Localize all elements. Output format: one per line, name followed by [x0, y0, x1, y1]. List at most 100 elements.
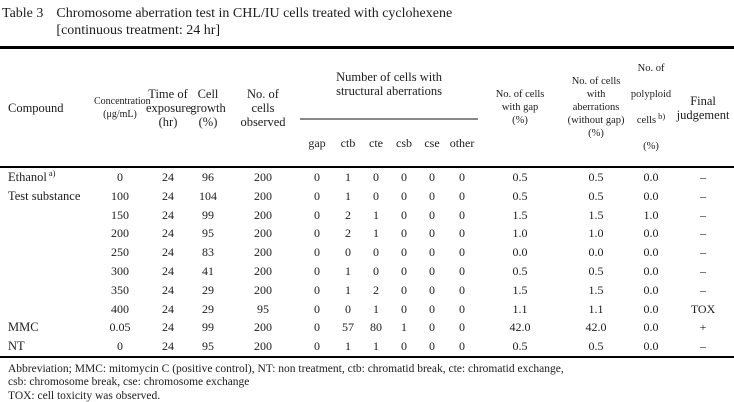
- cell-judgement: –: [700, 282, 707, 297]
- cell-gap-pct: 0.5: [512, 170, 528, 184]
- cell-aberr-pct: 0.5: [588, 170, 604, 184]
- cell-observed: 200: [254, 170, 272, 184]
- cell-compound: [0, 300, 94, 319]
- cell-judgement: –: [700, 188, 707, 203]
- cell-cse: 0: [429, 188, 435, 203]
- cell-gap-pct: 1.0: [512, 226, 528, 241]
- table-row: 150 24 99 200 0 2 1 0 0 0 1.5 1.5 1.0 –: [0, 206, 734, 225]
- cell-time: 24: [162, 282, 174, 297]
- cell-gap-pct: 0.0: [512, 245, 528, 260]
- cell-cte: 1: [373, 207, 379, 222]
- cell-aberr-pct: 0.5: [588, 188, 604, 203]
- cell-compound: Test substance: [8, 188, 81, 203]
- cell-compound: MMC: [8, 320, 39, 335]
- cell-concentration: 0: [117, 170, 123, 184]
- cell-concentration: 0: [117, 339, 123, 354]
- table-row: MMC 0.05 24 99 200 0 57 80 1 0 0 42.0 42.0 0.0 +: [0, 318, 734, 337]
- cell-csb: 0: [401, 339, 407, 354]
- cell-observed: 200: [254, 188, 272, 203]
- cell-observed: 200: [254, 263, 272, 278]
- col-header-polyploid-cells: No. of polyploid cells b) (%): [630, 47, 673, 168]
- cell-aberr-pct: 0.5: [588, 339, 604, 354]
- polyploid-header-line4: (%): [643, 141, 659, 152]
- cell-cse: 0: [429, 339, 435, 354]
- cell-cte: 0: [373, 263, 379, 278]
- cell-gap: 0: [314, 282, 320, 297]
- table-body: Ethanol a) 0 24 96 200 0 1 0 0 0 0 0.5 0.5 0.0– Test su…: [0, 167, 734, 357]
- cell-gap-pct: 1.5: [512, 207, 528, 222]
- footnote-tox: TOX: cell toxicity was observed.: [8, 389, 161, 402]
- cell-growth: 95: [202, 339, 214, 354]
- cell-csb: 1: [401, 320, 407, 335]
- cell-ctb: 1: [345, 282, 351, 297]
- cell-csb: 0: [401, 188, 407, 203]
- cell-aberr-pct: 1.5: [588, 207, 604, 222]
- footnote-marker-b: b): [658, 110, 666, 121]
- cell-time: 24: [162, 170, 174, 184]
- cell-csb: 0: [401, 226, 407, 241]
- cell-time: 24: [162, 245, 174, 260]
- cell-judgement: –: [700, 263, 707, 278]
- cell-ctb: 1: [345, 170, 351, 184]
- cell-growth: 104: [199, 188, 217, 203]
- cell-other: 0: [459, 188, 466, 203]
- cell-polyploid-pct: 0.0: [643, 282, 659, 297]
- cell-judgement: –: [700, 207, 707, 222]
- cell-ctb: 0: [345, 245, 351, 260]
- table-title-text: Chromosome aberration test in CHL/IU cel…: [56, 5, 452, 39]
- cell-observed: 200: [254, 226, 272, 241]
- col-group-structural-aberrations: Number of cells with structural aberrati…: [300, 47, 479, 121]
- cell-judgement: TOX: [690, 301, 716, 316]
- cell-time: 24: [162, 339, 174, 354]
- col-header-other: other: [446, 119, 479, 168]
- cell-ctb: 1: [345, 339, 351, 354]
- cell-concentration: 150: [111, 207, 129, 222]
- cell-compound: NT: [8, 339, 25, 354]
- cell-csb: 0: [401, 207, 407, 222]
- cell-cse: 0: [429, 170, 435, 184]
- table-row: 200 24 95 200 0 2 1 0 0 0 1.0 1.0 0.0 –: [0, 224, 734, 243]
- cell-gap-pct: 0.5: [512, 263, 528, 278]
- table-row: 300 24 41 200 0 1 0 0 0 0 0.5 0.5 0.0 –: [0, 262, 734, 281]
- cell-ctb: 0: [345, 301, 351, 316]
- cell-growth: 83: [202, 245, 214, 260]
- cell-polyploid-pct: 1.0: [643, 207, 659, 222]
- cell-cte: 0: [373, 245, 379, 260]
- cell-cte: 1: [373, 339, 379, 354]
- cell-gap: 0: [314, 207, 320, 222]
- cell-growth: 29: [202, 282, 214, 297]
- cell-other: 0: [459, 207, 466, 222]
- cell-polyploid-pct: 0.0: [643, 226, 659, 241]
- cell-gap-pct: 0.5: [512, 188, 528, 203]
- table-row: Ethanol a) 0 24 96 200 0 1 0 0 0 0 0.5 0.5 0.0 –: [0, 167, 734, 187]
- col-header-cells-observed: No. of cells observed: [226, 47, 300, 168]
- title-line-1: Chromosome aberration test in CHL/IU cel…: [56, 6, 453, 21]
- header-row-1: Compound Concentration (μg/mL) Time of e…: [0, 47, 734, 168]
- header-row-2: gap ctb cte csb cse other: [0, 119, 734, 168]
- cell-polyploid-pct: 0.0: [643, 245, 659, 260]
- cell-compound: [0, 224, 94, 243]
- footnote-marker-a: a): [48, 167, 56, 178]
- cell-gap-pct: 1.1: [512, 301, 528, 316]
- cell-concentration: 0.05: [109, 320, 131, 335]
- col-header-ctb: ctb: [334, 119, 362, 168]
- polyploid-header-line2: polyploid: [630, 89, 672, 100]
- cell-time: 24: [162, 226, 174, 241]
- cell-compound: [0, 281, 94, 300]
- cell-cse: 0: [429, 226, 435, 241]
- cell-judgement: –: [700, 226, 707, 241]
- col-header-cell-growth: Cell growth (%): [190, 47, 226, 168]
- table-row: Test substance 100 24 104 200 0 1 0 0 0 0 0.5 0.5 0.0…: [0, 187, 734, 206]
- cell-observed: 200: [254, 339, 272, 354]
- cell-polyploid-pct: 0.0: [643, 339, 659, 354]
- cell-concentration: 350: [111, 282, 129, 297]
- cell-judgement: –: [700, 170, 707, 184]
- cell-other: 0: [459, 282, 466, 297]
- cell-cse: 0: [429, 207, 435, 222]
- cell-aberr-pct: 1.1: [588, 301, 604, 316]
- cell-other: 0: [459, 263, 466, 278]
- footnote-abbreviation-2: csb: chromosome break, cse: chromosome e…: [8, 376, 250, 389]
- col-header-final-judgement: Final judgement: [672, 47, 734, 168]
- cell-other: 0: [459, 301, 466, 316]
